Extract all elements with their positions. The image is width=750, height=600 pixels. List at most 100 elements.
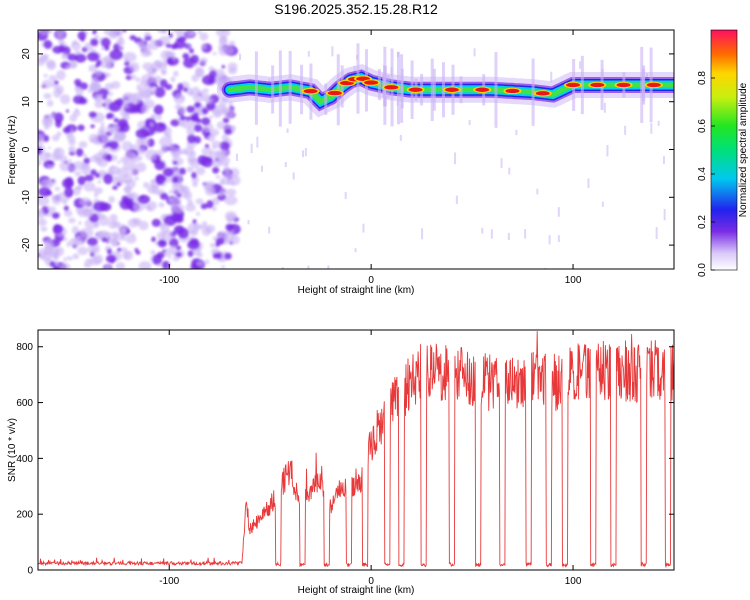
noise-blob [174, 39, 186, 49]
spectrogram-ylabel: Frequency (Hz) [7, 116, 18, 185]
noise-blob [182, 52, 190, 60]
noise-blob [154, 86, 166, 98]
snr-xtick-label: 100 [565, 576, 582, 587]
snr-ytick-label: 600 [16, 398, 33, 409]
noise-blob [144, 83, 150, 88]
noise-blob [63, 209, 73, 217]
noise-speck [284, 162, 287, 168]
noise-blob [122, 30, 127, 33]
noise-blob [113, 117, 119, 123]
noise-blob [77, 175, 86, 186]
noise-speck [286, 128, 289, 133]
noise-blob [84, 174, 94, 182]
noise-blob [223, 166, 231, 173]
noise-blob [130, 105, 141, 114]
noise-blob [56, 70, 66, 81]
noise-blob [224, 171, 232, 178]
noise-blob [220, 149, 229, 156]
noise-blob [161, 260, 170, 269]
noise-blob [129, 62, 140, 73]
noise-blob [166, 56, 174, 65]
noise-speck [601, 201, 604, 207]
noise-blob [191, 74, 199, 82]
noise-speck [624, 125, 627, 135]
noise-blob [62, 126, 72, 134]
noise-blob [159, 136, 173, 148]
spectrogram-ytick-label: 10 [21, 96, 32, 108]
snr-line [38, 331, 674, 569]
noise-blob [97, 213, 106, 220]
noise-blob [117, 160, 121, 164]
noise-blob [48, 246, 59, 257]
noise-blob [72, 161, 86, 171]
noise-blob [221, 134, 229, 142]
colorbar: 0.0 0.2 0.4 0.6 0.8 Normalized spectral ampl… [697, 29, 749, 277]
noise-blob [108, 165, 121, 175]
noise-blob [208, 78, 214, 84]
noise-blob [46, 205, 52, 211]
noise-blob [224, 195, 238, 206]
noise-blob [137, 147, 146, 155]
noise-blob [68, 217, 76, 224]
noise-blob [202, 88, 209, 93]
noise-blob [149, 70, 154, 75]
noise-blob [158, 35, 171, 46]
noise-blob [153, 104, 164, 116]
noise-blob [64, 176, 74, 188]
noise-blob [203, 181, 212, 189]
noise-blob [187, 43, 191, 48]
noise-blob [38, 151, 51, 162]
noise-blob [46, 99, 54, 107]
noise-speck [354, 248, 357, 253]
noise-blob [151, 236, 156, 243]
noise-blob [48, 30, 53, 34]
noise-blob [38, 159, 42, 166]
noise-blob [189, 238, 199, 246]
noise-blob [110, 238, 119, 247]
snr-panel: -100 0 100 0 200 400 600 800 Height of straight… [7, 329, 675, 596]
noise-blob [96, 59, 102, 67]
spectrogram-ytick-label: 0 [21, 146, 32, 152]
track-spike [494, 52, 498, 128]
noise-blob [40, 226, 48, 232]
noise-speck [481, 227, 484, 234]
noise-speck [550, 71, 553, 83]
noise-blob [210, 133, 215, 137]
noise-speck [578, 61, 581, 69]
noise-speck [536, 188, 539, 195]
noise-blob [133, 202, 145, 212]
noise-blob [154, 59, 163, 68]
noise-blob [187, 199, 194, 206]
noise-blob [201, 43, 207, 50]
noise-blob [160, 192, 169, 200]
noise-blob [93, 94, 100, 102]
noise-blob [226, 188, 237, 196]
noise-blob [108, 101, 122, 112]
noise-blob [38, 187, 51, 197]
noise-blob [224, 252, 232, 260]
noise-blob [116, 37, 125, 47]
noise-blob [194, 101, 202, 108]
noise-blob [130, 74, 137, 80]
noise-blob [187, 133, 196, 144]
noise-blob [90, 38, 99, 47]
noise-blob [51, 212, 60, 219]
noise-blob [229, 167, 240, 178]
noise-blob [70, 167, 76, 173]
noise-blob [161, 230, 173, 242]
noise-blob [197, 90, 205, 96]
noise-speck [304, 148, 307, 157]
noise-blob [137, 194, 151, 205]
noise-blob [141, 38, 146, 42]
noise-blob [74, 170, 81, 177]
noise-blob [190, 30, 196, 36]
noise-blob [75, 148, 84, 157]
noise-blob [168, 197, 172, 201]
noise-blob [104, 82, 114, 91]
noise-speck [662, 156, 665, 164]
noise-blob [188, 158, 194, 166]
noise-blob [38, 195, 50, 206]
spectrogram-xtick-label: 0 [368, 275, 374, 286]
noise-speck [281, 266, 284, 269]
